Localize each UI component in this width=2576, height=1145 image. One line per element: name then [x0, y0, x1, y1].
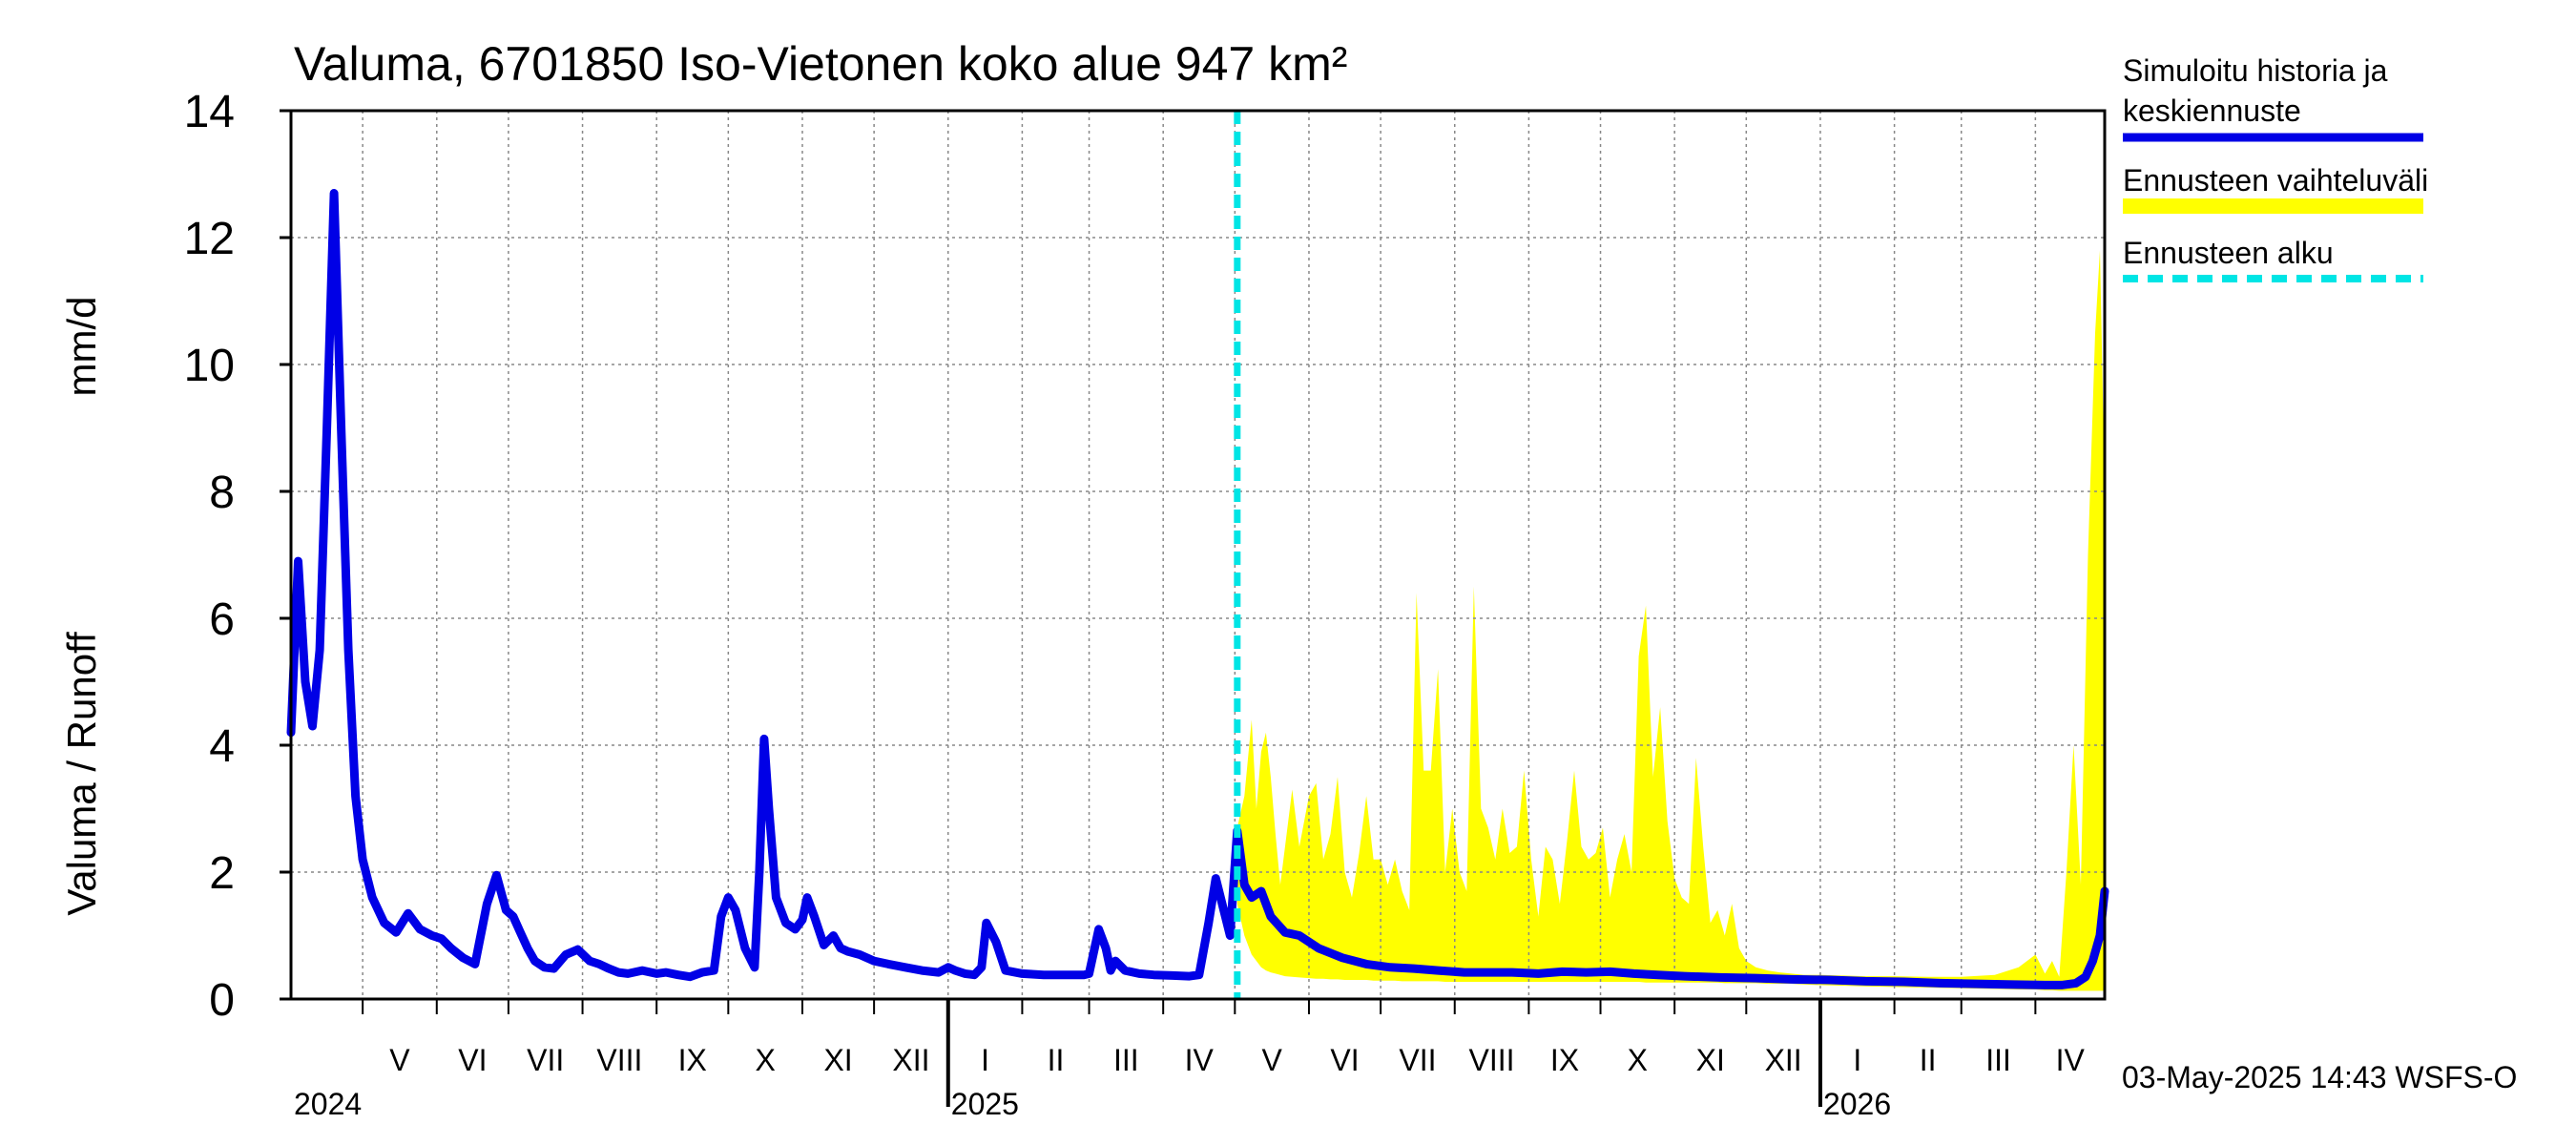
month-label: IX — [678, 1043, 707, 1077]
year-label: 2025 — [951, 1087, 1019, 1121]
month-label: I — [981, 1043, 989, 1077]
legend-history-label-1: Simuloitu historia ja — [2123, 53, 2388, 88]
month-label: X — [755, 1043, 775, 1077]
month-label: VI — [1330, 1043, 1359, 1077]
legend: Simuloitu historia ja keskiennuste Ennus… — [2123, 53, 2428, 282]
month-label: VI — [458, 1043, 487, 1077]
month-label: II — [1048, 1043, 1065, 1077]
plot-frame — [289, 109, 2107, 1001]
y-axis-title: Valuma / Runoff mm/d — [59, 297, 104, 916]
year-label: 2026 — [1823, 1087, 1891, 1121]
month-label: VII — [527, 1043, 564, 1077]
plot-area — [286, 109, 2109, 1001]
year-label: 2024 — [294, 1087, 362, 1121]
history-line-layer — [286, 189, 2109, 989]
month-label: XII — [1765, 1043, 1802, 1077]
month-label: III — [1985, 1043, 2011, 1077]
y-tick-label: 4 — [209, 721, 235, 772]
y-tick-label: 6 — [209, 594, 235, 645]
legend-range-label: Ennusteen vaihteluväli — [2123, 163, 2428, 198]
y-tick-label: 8 — [209, 468, 235, 518]
month-label: XI — [1696, 1043, 1725, 1077]
legend-start-label: Ennusteen alku — [2123, 236, 2334, 270]
month-label: XII — [892, 1043, 929, 1077]
y-tick-label: 0 — [209, 975, 235, 1026]
history-line — [286, 189, 2109, 989]
month-label: V — [389, 1043, 410, 1077]
y-axis: 0 2 4 6 8 10 12 14 — [184, 87, 291, 1026]
y-axis-label: Valuma / Runoff — [59, 632, 104, 916]
month-label: III — [1113, 1043, 1139, 1077]
month-label: XI — [823, 1043, 852, 1077]
month-label: IV — [2056, 1043, 2086, 1077]
x-axis: V VI VII VIII IX X XI XII I II III IV V VI VII VIII IX X X… — [294, 999, 2085, 1121]
y-tick-label: 12 — [184, 214, 235, 264]
footer-timestamp: 03-May-2025 14:43 WSFS-O — [2122, 1060, 2517, 1094]
legend-history-label-2: keskiennuste — [2123, 94, 2301, 128]
y-tick-label: 2 — [209, 848, 235, 899]
month-label: II — [1920, 1043, 1937, 1077]
month-label: I — [1853, 1043, 1861, 1077]
month-label: X — [1628, 1043, 1648, 1077]
month-label: VII — [1399, 1043, 1436, 1077]
month-label: IX — [1550, 1043, 1579, 1077]
y-tick-label: 14 — [184, 87, 235, 137]
forecast-range-layer — [1236, 250, 2105, 991]
y-axis-unit: mm/d — [59, 297, 104, 397]
forecast-range-area — [1236, 250, 2105, 991]
month-label: VIII — [1469, 1043, 1515, 1077]
month-label: V — [1261, 1043, 1282, 1077]
month-label: IV — [1185, 1043, 1215, 1077]
month-label: VIII — [596, 1043, 642, 1077]
y-tick-label: 10 — [184, 341, 235, 391]
grid-layer — [291, 111, 2105, 999]
chart-title: Valuma, 6701850 Iso-Vietonen koko alue 9… — [294, 37, 1347, 91]
